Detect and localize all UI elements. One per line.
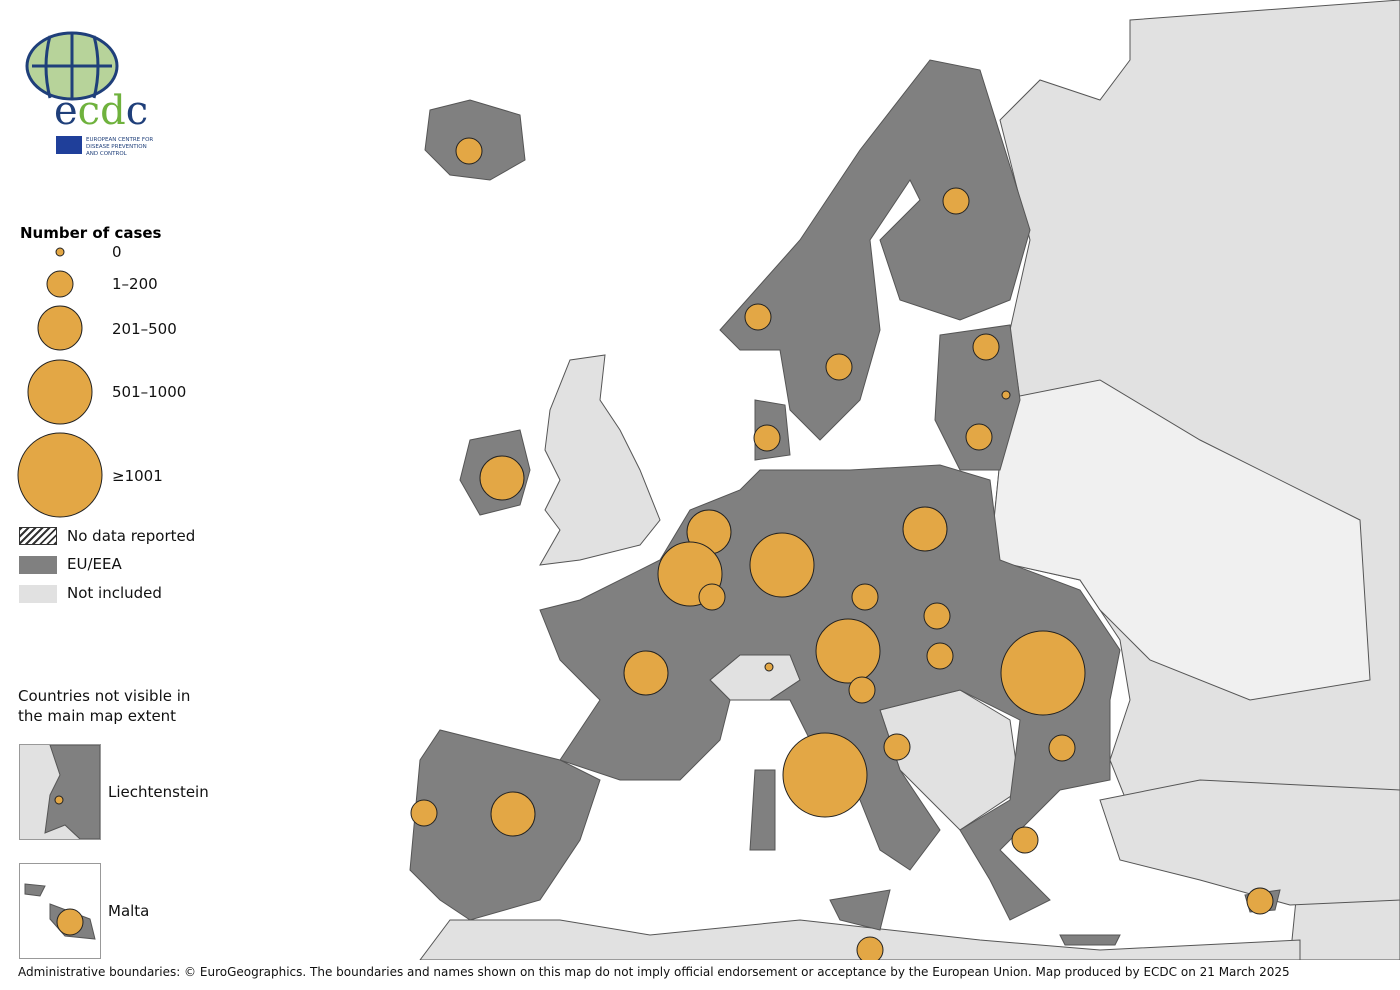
bubble-slovakia — [923, 602, 951, 630]
swatch-not-included — [19, 585, 57, 603]
inset-label-malta: Malta — [108, 902, 150, 920]
svg-text:ecdc: ecdc — [54, 88, 148, 134]
bubble-croatia — [883, 733, 911, 761]
legend-size-2: 201–500 — [112, 320, 177, 338]
bubble-sweden — [825, 353, 853, 381]
bubble-norway — [744, 303, 772, 331]
continental-eu — [409, 464, 1121, 921]
footer-disclaimer: Administrative boundaries: © EuroGeograp… — [18, 965, 1290, 979]
sicily — [829, 889, 891, 931]
inset-malta — [19, 863, 101, 959]
bubble-germany — [749, 532, 815, 598]
bubble-iceland — [455, 137, 483, 165]
legend-size-0: 0 — [112, 243, 122, 261]
swatch-no-data — [19, 527, 57, 545]
europe-map — [409, 0, 1400, 960]
bubble-denmark — [753, 424, 781, 452]
bubble-portugal — [410, 799, 438, 827]
balkans — [879, 689, 1021, 831]
bubble-poland — [902, 506, 948, 552]
svg-text:EUROPEAN CENTRE FOR: EUROPEAN CENTRE FOR — [86, 137, 153, 143]
legend-bubble-4 — [17, 432, 103, 518]
bubble-lithuania — [965, 423, 993, 451]
bubble-liechtenstein — [764, 662, 774, 672]
legend-size-symbols — [17, 247, 103, 518]
legend-size-3: 501–1000 — [112, 383, 187, 401]
baltics — [934, 324, 1021, 471]
legend-no-data: No data reported — [67, 527, 196, 545]
legend-size-4: ≥1001 — [112, 467, 163, 485]
legend-title: Number of cases — [20, 224, 162, 242]
svg-text:AND CONTROL: AND CONTROL — [86, 151, 128, 157]
scandinavia — [719, 59, 1031, 441]
legend-size-1: 1–200 — [112, 275, 158, 293]
bubble-italy — [782, 732, 868, 818]
bubble-ireland — [479, 455, 525, 501]
swatch-eu-eea — [19, 556, 57, 574]
bubble-spain — [490, 791, 536, 837]
inset-label-liechtenstein: Liechtenstein — [108, 783, 209, 801]
insets-title: Countries not visible in the main map ex… — [18, 687, 191, 725]
crete — [1059, 934, 1121, 946]
bubble-finland — [942, 187, 970, 215]
ecdc-logo: ecdc EUROPEAN CENTRE FOR DISEASE PREVENT… — [25, 31, 153, 157]
legend-eu-eea: EU/EEA — [67, 555, 122, 573]
legend-bubble-2 — [37, 305, 83, 351]
legend-not-included: Not included — [67, 584, 162, 602]
united-kingdom — [539, 354, 661, 566]
bubble-luxembourg — [698, 583, 726, 611]
bubble-czechia — [851, 583, 879, 611]
bubble-austria — [815, 618, 881, 684]
svg-text:DISEASE PREVENTION: DISEASE PREVENTION — [86, 144, 147, 150]
inset-liechtenstein — [19, 744, 101, 840]
north-africa — [419, 919, 1301, 960]
turkey — [1099, 779, 1400, 906]
bubble-greece — [1011, 826, 1039, 854]
legend-bubble-0 — [55, 247, 65, 257]
bubble-hungary — [926, 642, 954, 670]
bubble-romania — [1000, 630, 1086, 716]
bubble-slovenia — [848, 676, 876, 704]
bubble-estonia — [972, 333, 1000, 361]
bubble-latvia — [1001, 390, 1011, 400]
bubble-france — [623, 650, 669, 696]
bubble-cyprus — [1246, 887, 1274, 915]
bubble-malta — [856, 936, 884, 960]
legend-bubble-1 — [46, 270, 74, 298]
legend-bubble-3 — [27, 359, 93, 425]
bubble-bulgaria — [1048, 734, 1076, 762]
sardinia-corsica — [749, 769, 776, 851]
